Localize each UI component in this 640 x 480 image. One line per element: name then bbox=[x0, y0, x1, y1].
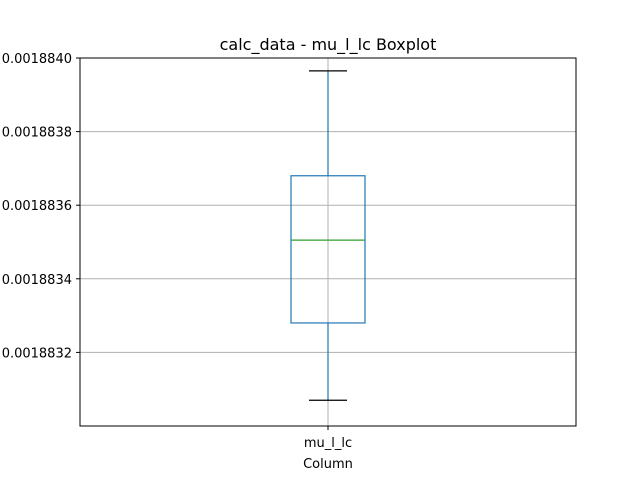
box-layer bbox=[290, 70, 366, 401]
y-tick-label: 0.0018840 bbox=[2, 52, 72, 67]
y-tick-label: 0.0018832 bbox=[2, 346, 72, 361]
iqr-box bbox=[290, 175, 366, 324]
y-tick-label: 0.0018838 bbox=[2, 126, 72, 141]
y-tick-label: 0.0018836 bbox=[2, 199, 72, 214]
y-axis-ticks: 0.0018832 0.0018834 0.0018836 0.0018838 0.00… bbox=[2, 52, 80, 361]
x-axis-ticks: mu_l_lc bbox=[304, 426, 352, 451]
x-tick-label: mu_l_lc bbox=[304, 436, 352, 451]
chart-title: calc_data - mu_l_lc Boxplot bbox=[220, 35, 437, 55]
y-tick-label: 0.0018834 bbox=[2, 273, 72, 288]
x-axis-label: Column bbox=[303, 457, 353, 472]
